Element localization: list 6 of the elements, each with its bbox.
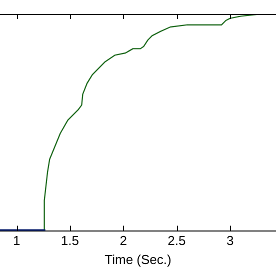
x-axis-title: Time (Sec.) [104,252,172,267]
x-tick-label: 1 [12,233,20,248]
x-tick-label: 2.5 [168,233,186,248]
x-tick-label: 1.5 [60,233,79,248]
x-tick-label: 3 [226,233,234,248]
x-tick-label: 2 [120,233,127,248]
